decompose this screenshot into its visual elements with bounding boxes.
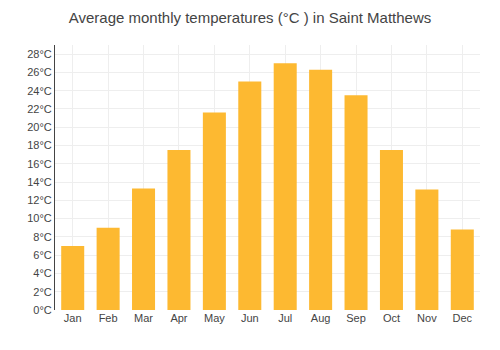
svg-text:Apr: Apr [170, 312, 187, 324]
svg-text:12°C: 12°C [27, 194, 52, 206]
svg-text:26°C: 26°C [27, 66, 52, 78]
svg-text:24°C: 24°C [27, 85, 52, 97]
svg-text:Dec: Dec [453, 312, 473, 324]
svg-text:Average monthly temperatures (: Average monthly temperatures (°C ) in Sa… [69, 9, 432, 26]
svg-text:10°C: 10°C [27, 212, 52, 224]
svg-text:2°C: 2°C [33, 286, 52, 298]
svg-text:22°C: 22°C [27, 103, 52, 115]
svg-text:Nov: Nov [417, 312, 437, 324]
svg-text:8°C: 8°C [33, 231, 52, 243]
svg-text:28°C: 28°C [27, 48, 52, 60]
svg-text:14°C: 14°C [27, 176, 52, 188]
svg-text:Sep: Sep [346, 312, 366, 324]
svg-text:18°C: 18°C [27, 139, 52, 151]
svg-text:Mar: Mar [134, 312, 153, 324]
svg-text:Jun: Jun [241, 312, 259, 324]
svg-text:Aug: Aug [311, 312, 331, 324]
svg-text:20°C: 20°C [27, 121, 52, 133]
svg-text:0°C: 0°C [33, 304, 52, 316]
svg-text:4°C: 4°C [33, 267, 52, 279]
svg-text:May: May [204, 312, 225, 324]
svg-text:Jan: Jan [64, 312, 82, 324]
svg-text:Jul: Jul [278, 312, 292, 324]
svg-text:Feb: Feb [99, 312, 118, 324]
svg-text:6°C: 6°C [33, 249, 52, 261]
svg-text:16°C: 16°C [27, 158, 52, 170]
svg-text:Oct: Oct [383, 312, 400, 324]
